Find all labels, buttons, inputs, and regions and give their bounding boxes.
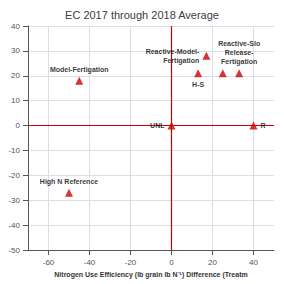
svg-text:0: 0 [169, 258, 174, 267]
svg-text:-40: -40 [84, 258, 96, 267]
svg-text:Model-Fertigation: Model-Fertigation [50, 66, 109, 74]
svg-text:30: 30 [11, 46, 20, 55]
svg-text:-10: -10 [8, 146, 20, 155]
svg-text:R: R [261, 122, 266, 129]
svg-text:Fertigation: Fertigation [163, 57, 199, 65]
svg-text:Release-: Release- [225, 49, 254, 56]
svg-text:Reactive-Model-: Reactive-Model- [146, 48, 200, 55]
svg-text:H-S: H-S [192, 81, 204, 88]
svg-text:40: 40 [249, 258, 258, 267]
svg-text:-20: -20 [8, 171, 20, 180]
svg-text:-60: -60 [43, 258, 55, 267]
svg-text:UNL: UNL [150, 122, 165, 129]
svg-text:Nitrogen Use Efficiency (lb gr: Nitrogen Use Efficiency (lb grain lb N⁻¹… [54, 271, 247, 279]
svg-text:-50: -50 [8, 246, 20, 255]
svg-text:High N Reference: High N Reference [40, 178, 98, 186]
svg-text:-40: -40 [8, 221, 20, 230]
svg-text:-30: -30 [8, 196, 20, 205]
svg-text:20: 20 [11, 71, 20, 80]
svg-text:10: 10 [11, 96, 20, 105]
svg-text:-20: -20 [125, 258, 137, 267]
svg-text:EC 2017 through 2018 Average: EC 2017 through 2018 Average [65, 9, 219, 21]
svg-text:40: 40 [11, 22, 20, 31]
svg-text:Reactive-Slo: Reactive-Slo [218, 40, 260, 47]
svg-text:0: 0 [16, 121, 21, 130]
svg-text:20: 20 [208, 258, 217, 267]
svg-text:Fertigation: Fertigation [221, 58, 257, 66]
